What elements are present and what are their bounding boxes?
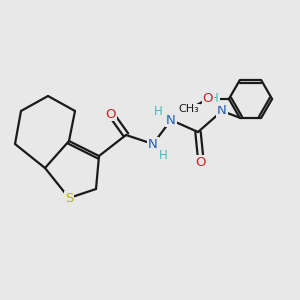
Text: O: O — [196, 155, 206, 169]
Text: O: O — [106, 107, 116, 121]
Text: H: H — [159, 149, 168, 162]
Text: S: S — [65, 191, 73, 205]
Text: N: N — [148, 137, 158, 151]
Text: H: H — [210, 92, 219, 105]
Text: H: H — [154, 105, 163, 118]
Text: N: N — [217, 104, 227, 118]
Text: N: N — [166, 113, 176, 127]
Text: O: O — [203, 92, 213, 106]
Text: CH₃: CH₃ — [178, 104, 199, 115]
